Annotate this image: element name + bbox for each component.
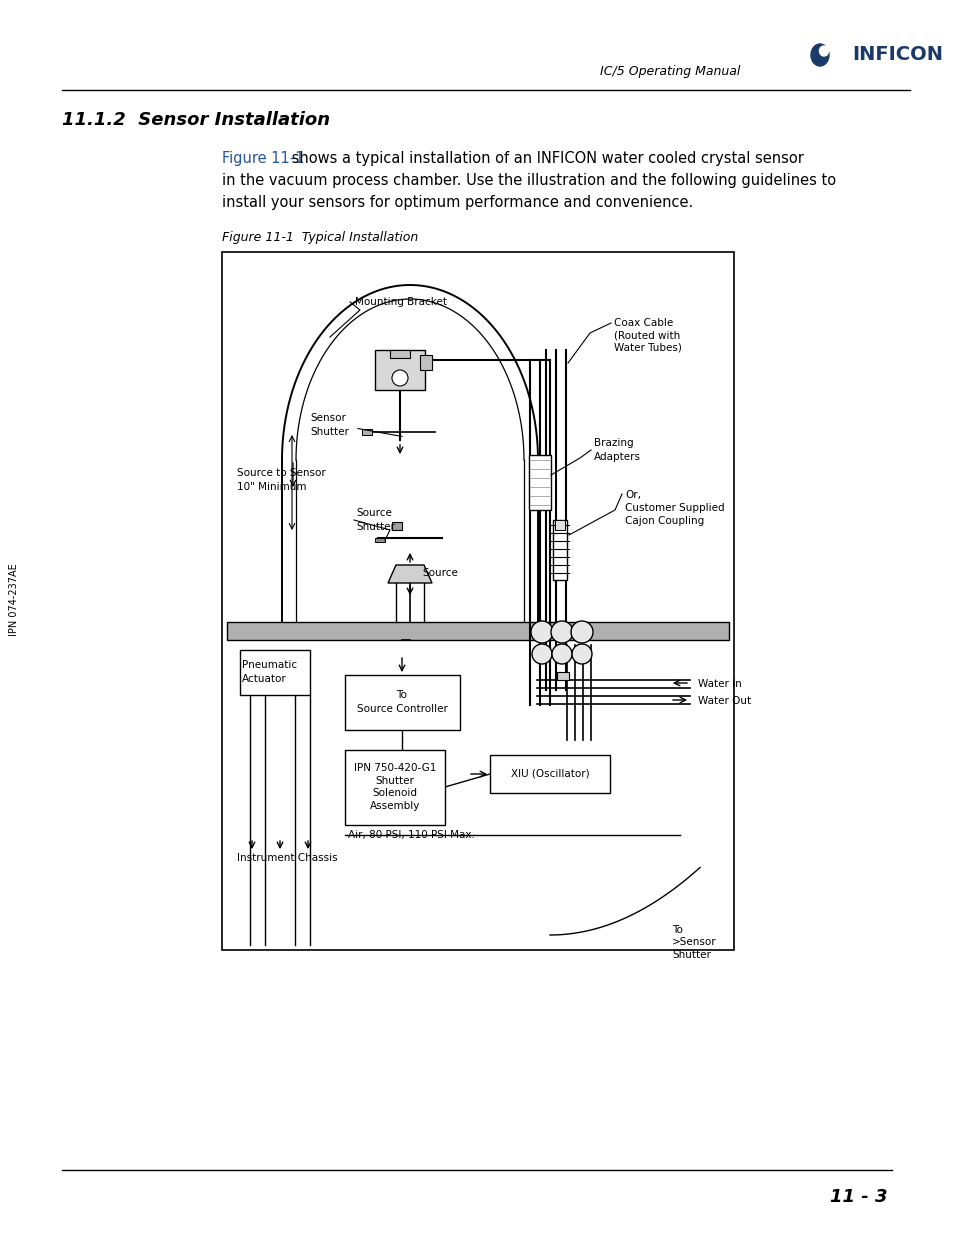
Text: Source to Sensor
10" Minimum: Source to Sensor 10" Minimum — [236, 468, 325, 492]
Text: IPN 074-237AE: IPN 074-237AE — [9, 563, 19, 636]
Text: IPN 750-420-G1
Shutter
Solenoid
Assembly: IPN 750-420-G1 Shutter Solenoid Assembly — [354, 763, 436, 810]
Text: 11 - 3: 11 - 3 — [830, 1188, 887, 1207]
Text: To
Source Controller: To Source Controller — [356, 690, 447, 714]
Bar — [529, 454, 551, 510]
Text: XIU (Oscillator): XIU (Oscillator) — [510, 769, 589, 779]
Circle shape — [531, 621, 553, 643]
Text: Figure 11-1  Typical Installation: Figure 11-1 Typical Installation — [222, 231, 417, 245]
Text: Pneumatic
Actuator: Pneumatic Actuator — [242, 661, 296, 684]
Text: Figure 11-1: Figure 11-1 — [222, 151, 304, 165]
Bar — [227, 622, 728, 640]
Bar — [390, 350, 410, 358]
Circle shape — [571, 621, 593, 643]
Circle shape — [551, 621, 573, 643]
Circle shape — [392, 370, 408, 387]
Text: Source
Shutter: Source Shutter — [355, 509, 395, 531]
Bar — [345, 750, 444, 825]
Text: Source: Source — [421, 568, 457, 578]
Text: Sensor
Shutter: Sensor Shutter — [310, 414, 349, 437]
Bar — [419, 354, 432, 370]
Polygon shape — [388, 564, 432, 583]
Text: Instrument Chassis: Instrument Chassis — [236, 853, 337, 863]
Text: Water Out: Water Out — [698, 697, 750, 706]
Ellipse shape — [810, 44, 828, 65]
Bar — [490, 755, 609, 793]
Text: INFICON: INFICON — [851, 46, 942, 64]
Bar — [392, 522, 401, 530]
Text: Water In: Water In — [698, 679, 741, 689]
Bar — [240, 650, 310, 695]
Ellipse shape — [819, 46, 827, 56]
Text: To
>Sensor
Shutter: To >Sensor Shutter — [671, 925, 716, 960]
Bar — [361, 429, 372, 435]
Bar — [375, 538, 385, 542]
Text: install your sensors for optimum performance and convenience.: install your sensors for optimum perform… — [222, 194, 693, 210]
Text: IC/5 Operating Manual: IC/5 Operating Manual — [599, 65, 740, 79]
Bar — [345, 676, 459, 730]
Text: Or,
Customer Supplied
Cajon Coupling: Or, Customer Supplied Cajon Coupling — [624, 490, 724, 526]
Circle shape — [572, 643, 592, 664]
Circle shape — [532, 643, 552, 664]
Text: Air, 80 PSI, 110 PSI Max.: Air, 80 PSI, 110 PSI Max. — [348, 830, 475, 840]
Text: Mounting Bracket: Mounting Bracket — [355, 296, 447, 308]
Bar — [557, 672, 568, 680]
Text: Brazing
Adapters: Brazing Adapters — [594, 438, 640, 462]
Text: shows a typical installation of an INFICON water cooled crystal sensor: shows a typical installation of an INFIC… — [287, 151, 803, 165]
Text: 11.1.2  Sensor Installation: 11.1.2 Sensor Installation — [62, 111, 330, 128]
Text: Coax Cable
(Routed with
Water Tubes): Coax Cable (Routed with Water Tubes) — [614, 317, 681, 353]
Bar — [375, 350, 424, 390]
Bar — [555, 520, 564, 530]
Circle shape — [552, 643, 572, 664]
Text: in the vacuum process chamber. Use the illustration and the following guidelines: in the vacuum process chamber. Use the i… — [222, 173, 835, 188]
Bar — [222, 252, 733, 950]
Bar — [553, 520, 566, 580]
